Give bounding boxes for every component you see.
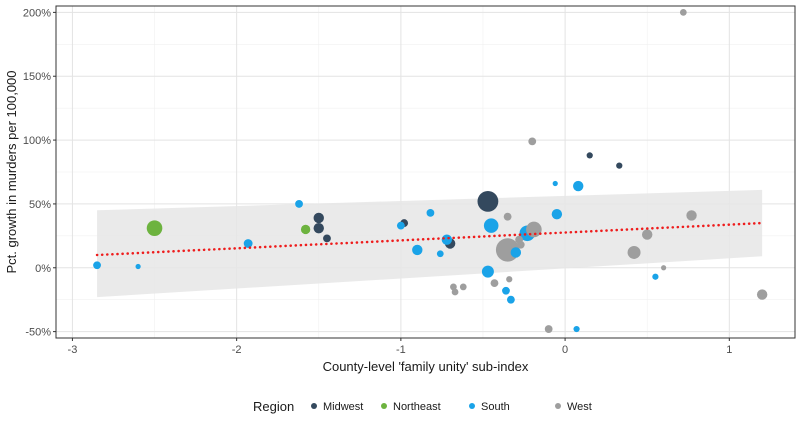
point-south bbox=[441, 234, 453, 245]
point-west bbox=[642, 229, 653, 240]
point-midwest bbox=[477, 190, 499, 212]
point-south bbox=[573, 325, 580, 333]
legend-label-midwest: Midwest bbox=[323, 401, 363, 413]
point-south bbox=[652, 273, 659, 280]
legend-key-midwest bbox=[311, 403, 317, 409]
legend: Region Midwest Northeast South West bbox=[253, 399, 592, 414]
point-south bbox=[551, 208, 563, 220]
point-west bbox=[526, 221, 542, 238]
point-west bbox=[679, 9, 687, 16]
point-west bbox=[490, 279, 499, 287]
point-midwest bbox=[586, 152, 593, 159]
legend-key-northeast bbox=[381, 403, 387, 409]
legend-label-west: West bbox=[567, 401, 592, 413]
point-west bbox=[756, 289, 768, 300]
x-tick-label: -2 bbox=[232, 344, 242, 356]
point-west bbox=[450, 283, 457, 291]
data-points bbox=[93, 9, 768, 333]
point-south bbox=[502, 286, 510, 295]
point-south bbox=[506, 295, 515, 304]
legend-key-south bbox=[469, 403, 475, 409]
point-west bbox=[459, 283, 467, 291]
point-northeast bbox=[300, 224, 311, 235]
y-tick-label: 0% bbox=[35, 263, 51, 275]
legend-label-northeast: Northeast bbox=[393, 401, 441, 413]
plot-panel-border bbox=[55, 5, 796, 339]
point-midwest bbox=[616, 162, 623, 169]
point-midwest bbox=[323, 234, 331, 243]
x-tick-label: 1 bbox=[726, 344, 732, 356]
legend-title: Region bbox=[253, 399, 294, 414]
trend-line-path bbox=[95, 221, 764, 257]
point-west bbox=[528, 137, 537, 146]
point-south bbox=[396, 221, 405, 230]
point-midwest bbox=[313, 212, 324, 224]
point-south bbox=[295, 200, 303, 208]
point-west bbox=[544, 325, 553, 333]
point-south bbox=[426, 208, 435, 217]
point-south bbox=[412, 244, 423, 256]
y-tick-label: -50% bbox=[25, 327, 51, 339]
y-axis-title: Pct. growth in murders per 100,000 bbox=[4, 70, 19, 273]
point-south bbox=[243, 239, 253, 248]
point-west bbox=[503, 212, 512, 221]
x-axis-title: County-level 'family unity' sub-index bbox=[323, 359, 529, 374]
point-west bbox=[516, 240, 525, 249]
point-south bbox=[552, 180, 558, 187]
y-axis-ticks: -50% 0% 50% 100% 150% 200% bbox=[23, 7, 56, 339]
point-west bbox=[686, 210, 697, 221]
point-northeast bbox=[146, 220, 163, 236]
confidence-band-area bbox=[97, 189, 763, 298]
y-tick-label: 200% bbox=[23, 7, 51, 19]
legend-label-south: South bbox=[481, 401, 510, 413]
confidence-band bbox=[97, 189, 763, 298]
trend-line bbox=[95, 221, 764, 257]
x-tick-label: -1 bbox=[396, 344, 406, 356]
point-south bbox=[481, 265, 494, 278]
point-south bbox=[510, 247, 522, 258]
point-south bbox=[135, 263, 141, 270]
point-west bbox=[661, 265, 667, 271]
y-tick-label: 100% bbox=[23, 135, 51, 147]
x-tick-label: -3 bbox=[68, 344, 78, 356]
point-west bbox=[627, 245, 641, 259]
y-tick-label: 50% bbox=[29, 199, 51, 211]
point-west bbox=[451, 288, 459, 296]
x-tick-label: 0 bbox=[562, 344, 568, 356]
point-west bbox=[506, 276, 513, 283]
legend-key-west bbox=[555, 403, 561, 409]
y-tick-label: 150% bbox=[23, 71, 51, 83]
point-south bbox=[573, 180, 584, 192]
point-south bbox=[93, 261, 101, 270]
point-south bbox=[483, 218, 499, 233]
point-midwest bbox=[313, 222, 324, 234]
point-south bbox=[436, 250, 444, 258]
